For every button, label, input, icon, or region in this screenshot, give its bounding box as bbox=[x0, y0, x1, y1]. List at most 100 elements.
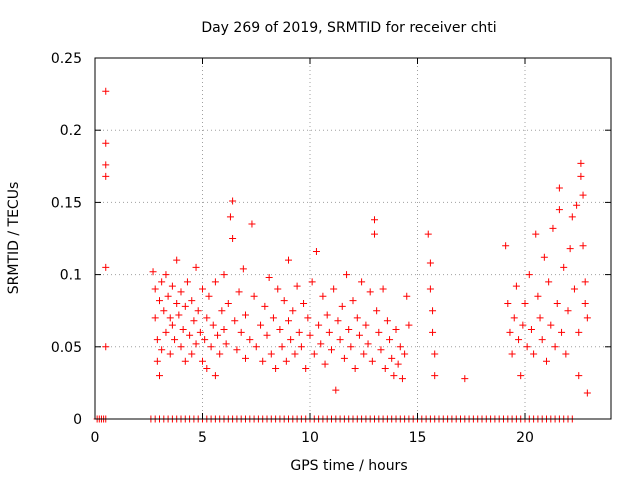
data-point bbox=[405, 321, 413, 329]
data-point bbox=[102, 343, 110, 351]
data-point bbox=[300, 299, 308, 307]
data-point bbox=[461, 375, 469, 383]
y-axis-label: SRMTID / TECUs bbox=[6, 182, 22, 295]
data-point bbox=[173, 256, 181, 264]
data-point bbox=[349, 297, 357, 305]
data-point bbox=[583, 389, 591, 397]
data-point bbox=[360, 350, 368, 358]
data-point bbox=[347, 343, 355, 351]
data-point bbox=[229, 197, 237, 205]
y-tick-label: 0.05 bbox=[51, 340, 82, 356]
data-point bbox=[175, 311, 183, 319]
data-point bbox=[343, 271, 351, 279]
data-point bbox=[558, 328, 566, 336]
data-point bbox=[209, 321, 217, 329]
data-point bbox=[549, 224, 557, 232]
data-point bbox=[431, 372, 439, 380]
data-point bbox=[525, 271, 533, 279]
data-point bbox=[237, 328, 245, 336]
data-point bbox=[211, 372, 219, 380]
data-point bbox=[233, 346, 241, 354]
data-point bbox=[306, 331, 314, 339]
data-point bbox=[156, 297, 163, 305]
data-point bbox=[577, 159, 585, 167]
data-point bbox=[581, 278, 589, 286]
data-point bbox=[575, 328, 583, 336]
data-point bbox=[532, 230, 540, 238]
data-point bbox=[153, 357, 161, 365]
data-point bbox=[102, 172, 110, 180]
data-point bbox=[403, 292, 411, 300]
data-point bbox=[358, 278, 366, 286]
data-point bbox=[102, 161, 110, 169]
data-point bbox=[297, 343, 305, 351]
y-tick-label: 0 bbox=[73, 412, 82, 428]
data-point bbox=[192, 263, 200, 271]
x-tick-label: 5 bbox=[198, 430, 207, 446]
data-point bbox=[168, 321, 176, 329]
data-point bbox=[530, 350, 538, 358]
y-tick-label: 0.15 bbox=[51, 195, 82, 211]
data-point bbox=[315, 321, 323, 329]
data-points bbox=[93, 87, 591, 423]
data-point bbox=[536, 314, 544, 322]
data-point bbox=[158, 278, 166, 286]
data-point bbox=[156, 372, 163, 380]
data-point bbox=[205, 292, 213, 300]
data-point bbox=[239, 265, 247, 273]
data-point bbox=[375, 328, 383, 336]
data-point bbox=[334, 317, 342, 325]
data-point bbox=[379, 285, 387, 293]
data-point bbox=[383, 317, 391, 325]
data-point bbox=[340, 354, 348, 362]
data-point bbox=[285, 317, 292, 325]
data-point bbox=[242, 311, 249, 319]
data-point bbox=[555, 184, 563, 192]
data-point bbox=[534, 292, 542, 300]
data-point bbox=[220, 271, 228, 279]
x-tick-label: 10 bbox=[301, 430, 319, 446]
data-point bbox=[201, 336, 209, 344]
data-point bbox=[312, 247, 320, 255]
data-point bbox=[579, 242, 587, 250]
data-point bbox=[181, 357, 189, 365]
data-point bbox=[102, 263, 110, 271]
data-point bbox=[246, 336, 254, 344]
data-point bbox=[168, 282, 176, 290]
data-point bbox=[401, 350, 409, 358]
data-point bbox=[527, 325, 535, 333]
data-point bbox=[102, 87, 110, 95]
data-point bbox=[242, 354, 249, 362]
data-point bbox=[510, 314, 518, 322]
data-point bbox=[214, 331, 222, 339]
data-point bbox=[573, 201, 581, 209]
data-point bbox=[151, 314, 159, 322]
data-point bbox=[149, 268, 157, 276]
data-point bbox=[325, 328, 333, 336]
data-point bbox=[269, 314, 277, 322]
data-point bbox=[265, 273, 273, 281]
data-point bbox=[355, 331, 363, 339]
data-point bbox=[547, 321, 555, 329]
data-point bbox=[220, 325, 228, 333]
data-point bbox=[502, 242, 510, 250]
data-point bbox=[224, 299, 232, 307]
data-point bbox=[373, 307, 381, 315]
data-point bbox=[575, 372, 583, 380]
data-point bbox=[257, 321, 265, 329]
y-tick-label: 0.2 bbox=[60, 123, 82, 139]
data-point bbox=[545, 278, 553, 286]
x-axis-label: GPS time / hours bbox=[290, 458, 407, 474]
data-point bbox=[289, 307, 297, 315]
data-point bbox=[519, 321, 527, 329]
data-point bbox=[252, 343, 260, 351]
data-point bbox=[353, 314, 361, 322]
data-point bbox=[543, 357, 550, 365]
data-point bbox=[521, 299, 529, 307]
data-point bbox=[293, 282, 301, 290]
data-point bbox=[328, 346, 335, 354]
data-point bbox=[203, 314, 211, 322]
data-point bbox=[583, 314, 591, 322]
data-point bbox=[231, 317, 239, 325]
data-point bbox=[276, 325, 284, 333]
